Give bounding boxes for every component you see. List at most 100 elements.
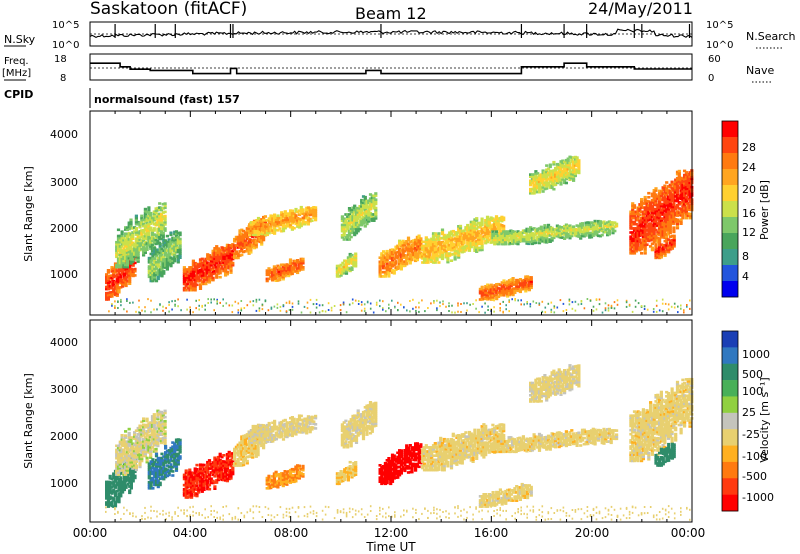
power-echo-cell-6-1698 (314, 206, 318, 209)
power-echo-cell-14-3527 (629, 252, 633, 255)
power-echo-cell-14-4215 (688, 173, 692, 176)
power-echo-cell-14-3889 (659, 190, 663, 193)
power-echo-cell-2-679 (158, 272, 162, 275)
power-echo-cell-9-2099 (399, 253, 403, 256)
power-echo-cell-10-2536 (473, 222, 477, 225)
power-echo-cell-10-2524 (471, 220, 475, 224)
power-echo-cell-13-3439 (561, 174, 565, 177)
power-echo-cell-1-402 (138, 223, 142, 227)
power-echo-cell-3-901 (193, 274, 197, 277)
power-echo-cell-14-3610 (636, 233, 640, 237)
power-echo-cell-10-2574 (480, 248, 484, 252)
power-echo-cell-14-3675 (641, 206, 645, 209)
power-echo-cell-ground-4430 (318, 311, 321, 314)
power-echo-cell-6-1544 (273, 215, 277, 219)
power-echo-cell-12-3115 (563, 237, 567, 240)
power-echo-cell-5-1350 (272, 269, 276, 273)
power-echo-cell-14-4194 (686, 175, 690, 178)
power-echo-cell-12-3145 (572, 229, 576, 233)
power-echo-cell-10-2676 (498, 231, 502, 235)
power-echo-cell-2-658 (154, 265, 159, 268)
power-echo-cell-10-2615 (485, 215, 490, 219)
power-echo-cell-10-2224 (422, 248, 427, 252)
power-echo-cell-8-1951 (370, 215, 374, 218)
power-echo-cell-11-2865 (526, 275, 530, 278)
power-echo-cell-9-2003 (382, 260, 386, 264)
power-echo-cell-12-3240 (600, 227, 604, 231)
power-echo-cell-3-969 (204, 257, 208, 261)
power-echo-cell-11-2725 (486, 291, 490, 295)
power-echo-cell-3-941 (200, 270, 204, 273)
power-echo-cell-5-1352 (272, 265, 276, 268)
power-echo-cell-3-1030 (215, 276, 219, 279)
velocity-echo-cell-0-62 (113, 486, 118, 489)
power-echo-cell-10-2233 (424, 248, 428, 252)
power-echo-cell-2-619 (149, 269, 153, 272)
power-echo-cell-1-322 (129, 245, 133, 249)
power-echo-cell-14-4169 (684, 187, 688, 191)
power-echo-cell-6-1518 (267, 221, 271, 224)
power-echo-cell-1-580 (159, 208, 164, 212)
velocity-echo-cell-0-146 (128, 481, 132, 484)
power-echo-cell-12-3257 (607, 232, 611, 236)
power-echo-cell-1-432 (143, 249, 147, 252)
power-echo-cell-1-541 (156, 231, 160, 235)
power-echo-cell-4-1214 (245, 241, 249, 245)
power-echo-cell-14-3625 (638, 238, 642, 241)
power-echo-cell-3-978 (206, 261, 210, 265)
power-echo-cell-9-2078 (396, 246, 400, 250)
power-echo-cell-14-3971 (666, 205, 671, 209)
power-echo-cell-3-867 (188, 268, 192, 271)
velocity-echo-cell-0-31 (108, 485, 112, 488)
power-echo-cell-9-2016 (385, 272, 389, 276)
power-echo-cell-10-2367 (446, 240, 450, 243)
power-echo-cell-8-1979 (374, 192, 378, 195)
power-echo-cell-14-3856 (658, 218, 662, 222)
power-echo-cell-13-3436 (559, 160, 563, 163)
power-echo-cell-4-1213 (245, 243, 249, 247)
power-echo-cell-6-1458 (249, 223, 253, 226)
velocity-echo-cell-0-78 (117, 500, 121, 504)
power-echo-cell-5-1429 (296, 267, 300, 270)
power-echo-cell-10-2478 (466, 242, 470, 246)
power-echo-cell-8-1954 (370, 202, 374, 206)
power-echo-cell-15-4242 (656, 255, 660, 259)
power-echo-cell-ground-4570 (550, 301, 553, 304)
power-echo-cell-12-2903 (498, 236, 502, 240)
power-echo-cell-6-1561 (278, 221, 282, 224)
power-echo-cell-10-2420 (455, 233, 459, 236)
power-echo-cell-7-1731 (344, 261, 349, 265)
power-echo-cell-12-3155 (575, 228, 579, 232)
power-echo-cell-8-1924 (365, 210, 369, 213)
velocity-echo-cell-0-26 (108, 497, 112, 500)
velocity-echo-cell-0-97 (119, 480, 123, 483)
power-echo-cell-2-774 (171, 249, 175, 252)
power-echo-cell-10-2333 (440, 251, 445, 254)
power-echo-cell-10-2511 (469, 222, 473, 226)
power-echo-cell-11-2850 (522, 281, 526, 284)
power-echo-cell-12-3182 (584, 232, 588, 235)
power-echo-cell-6-1624 (294, 218, 298, 221)
power-echo-cell-4-1239 (249, 240, 253, 244)
power-echo-cell-1-327 (129, 235, 133, 238)
power-echo-cell-7-1741 (348, 261, 352, 264)
power-echo-cell-1-354 (133, 242, 137, 246)
power-echo-cell-1-399 (138, 232, 142, 235)
power-echo-cell-12-3072 (546, 227, 551, 231)
power-echo-cell-2-767 (169, 239, 173, 243)
power-echo-cell-4-1297 (260, 243, 264, 246)
power-echo-cell-1-223 (118, 261, 122, 265)
power-echo-cell-14-3784 (652, 234, 656, 238)
power-echo-cell-ground-4596 (592, 305, 595, 308)
power-echo-cell-8-1834 (351, 208, 355, 212)
power-echo-cell-14-3573 (632, 237, 637, 241)
power-echo-cell-10-2537 (473, 220, 477, 223)
power-echo-cell-13-3410 (555, 177, 559, 181)
power-echo-cell-0-170 (129, 267, 133, 271)
power-echo-cell-9-2208 (419, 239, 423, 242)
power-echo-cell-12-2996 (527, 236, 531, 239)
power-echo-cell-14-3530 (629, 245, 633, 249)
power-echo-cell-11-2750 (493, 294, 497, 298)
velocity-echo-cell-0-162 (129, 476, 133, 480)
power-echo-cell-14-3751 (649, 218, 653, 221)
